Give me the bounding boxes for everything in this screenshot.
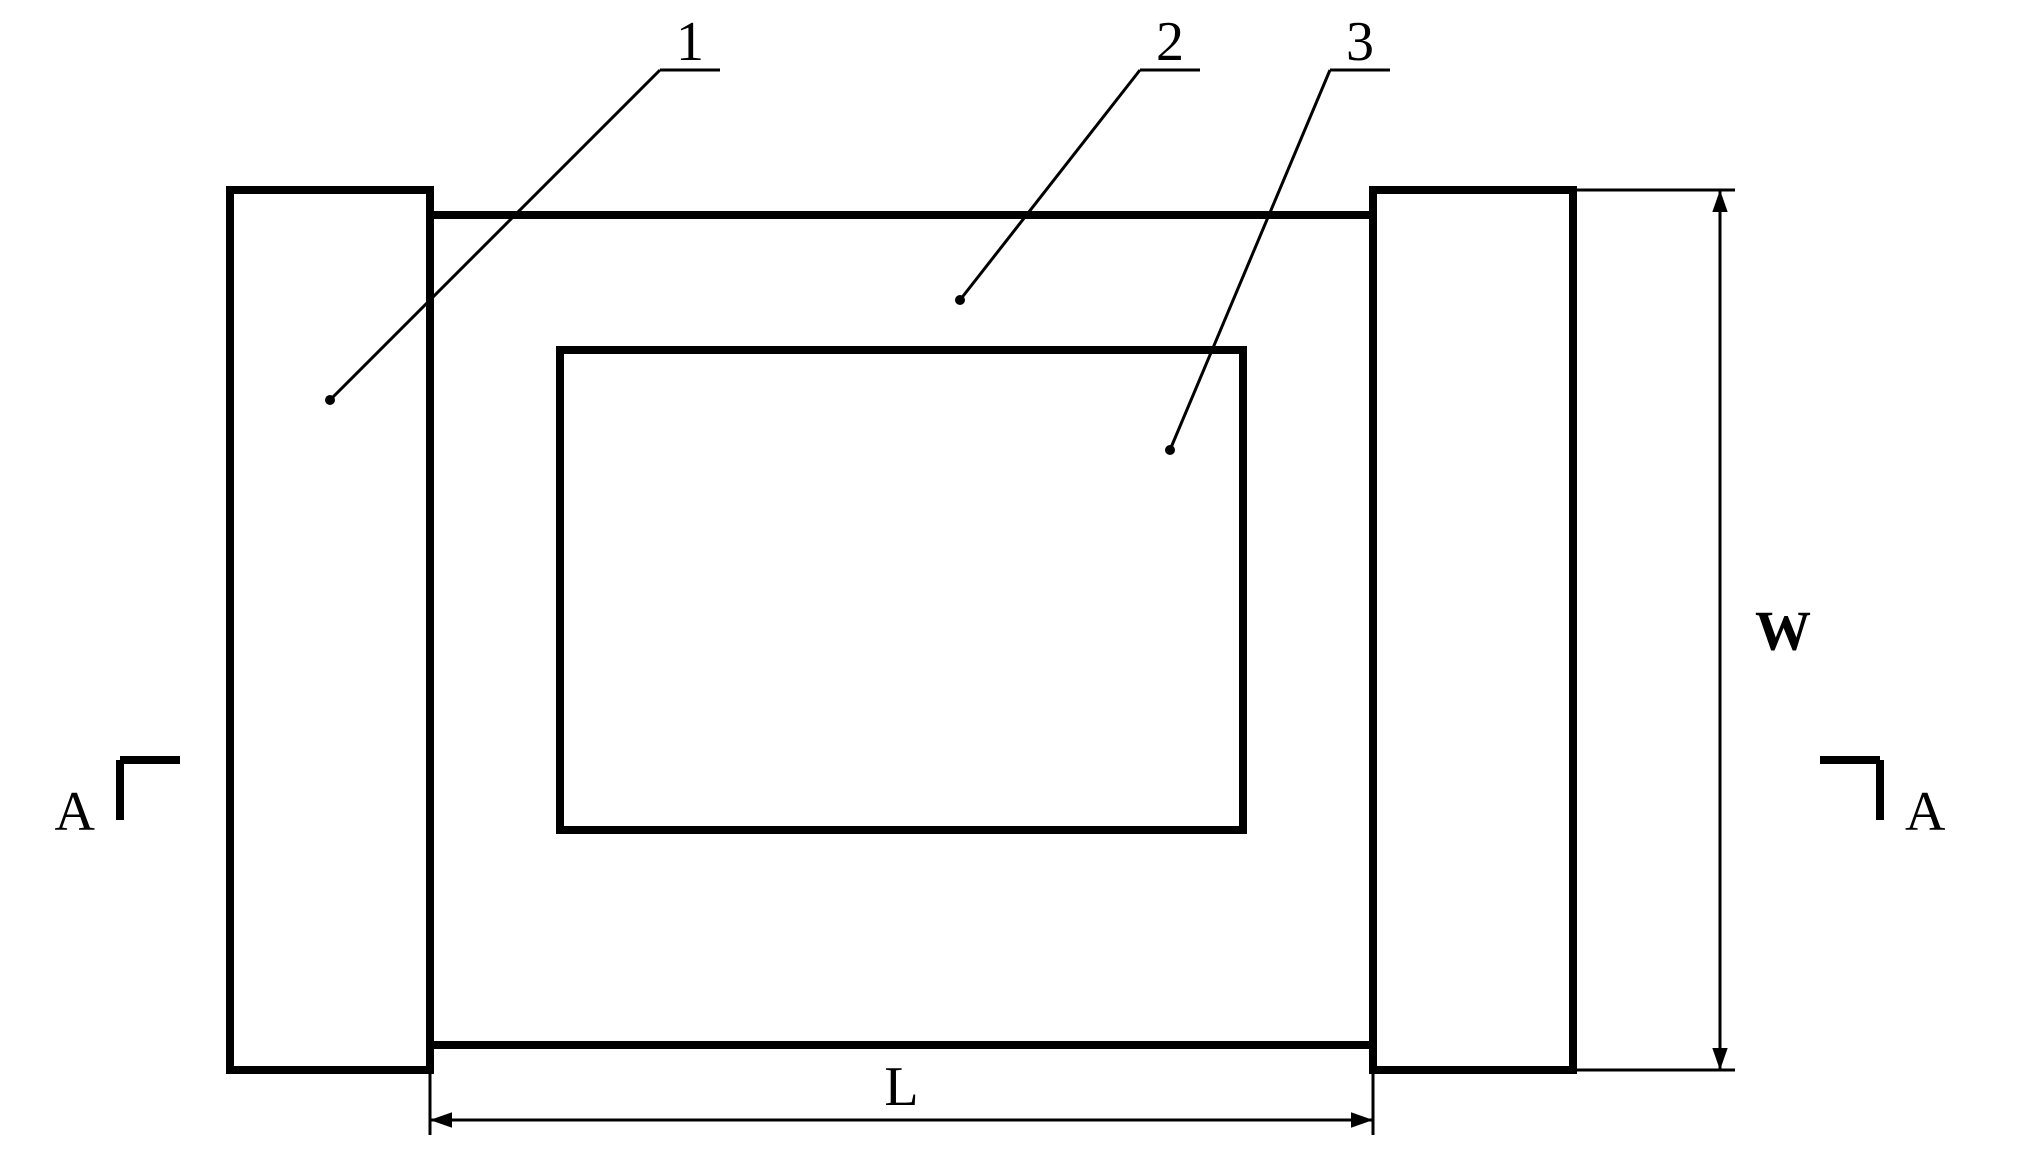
callout-1-label: 1 bbox=[676, 11, 704, 73]
callout-2-label: 2 bbox=[1156, 11, 1184, 73]
section-left-label: A bbox=[55, 781, 96, 843]
callout-3-label: 3 bbox=[1346, 11, 1374, 73]
canvas-bg bbox=[0, 0, 2042, 1173]
dim-W-label: W bbox=[1755, 601, 1811, 663]
dim-L-label: L bbox=[884, 1056, 918, 1118]
section-right-label: A bbox=[1905, 781, 1946, 843]
